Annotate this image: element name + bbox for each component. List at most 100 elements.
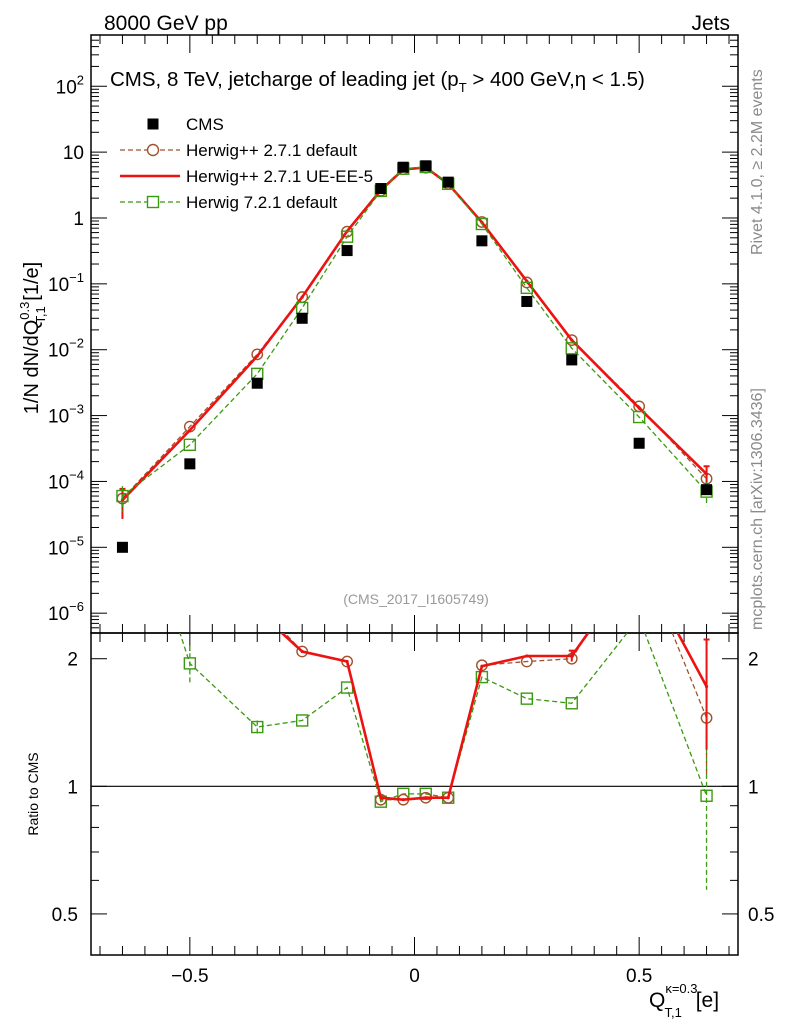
- legend-entry: Herwig 7.2.1 default: [120, 193, 337, 212]
- header-right: Jets: [691, 12, 730, 35]
- ratio-series-none-group: [121, 481, 710, 802]
- main-point-ueee5: [637, 406, 641, 410]
- ratio-point-ueee5: [345, 659, 349, 664]
- main-y-tick-label: 1: [73, 209, 84, 230]
- legend-label: Herwig 7.2.1 default: [186, 193, 337, 212]
- cms-data-point: [375, 183, 387, 195]
- cms-data-point: [442, 176, 454, 188]
- main-point-ueee5: [300, 295, 304, 299]
- ratio-point-herwig7: [700, 789, 713, 802]
- main-point-herwig7: [565, 342, 578, 355]
- main-series-circle-group: [116, 161, 713, 512]
- main-y-tick-label: 10−1: [48, 270, 84, 296]
- legend-entry: CMS: [147, 115, 224, 134]
- ratio-y-tick-label: 2: [67, 650, 78, 671]
- ratio-point-ueee5: [379, 796, 383, 800]
- mcplots-label: mcplots.cern.ch [arXiv:1306.3436]: [749, 388, 766, 630]
- main-point-herwigpp-default: [565, 334, 578, 346]
- ratio-point-ueee5: [188, 565, 191, 568]
- main-axis-ticks: [91, 34, 738, 634]
- cms-data-point: [184, 458, 196, 470]
- main-point-herwig7: [183, 438, 197, 452]
- ratio-point-ueee5: [570, 654, 574, 658]
- ratio-point-ueee5: [401, 798, 405, 802]
- x-axis-label: Qκ=0.3 T,1 [e]: [649, 981, 719, 1020]
- main-y-tick-label: 102: [56, 72, 84, 98]
- main-series-square-group: [116, 160, 713, 512]
- cms-data-point: [116, 541, 128, 553]
- ratio-series-square-group: [117, 451, 713, 890]
- ratio-point-herwig7: [295, 714, 309, 727]
- main-series-line: [122, 166, 708, 497]
- ratio-panel: 0.5 0.5 1 1 2 2 −0.5 0 0.5 Ratio to CMS Qκ=0.3 T…: [25, 451, 775, 1020]
- analysis-watermark: (CMS_2017_I1605749): [343, 591, 489, 607]
- ratio-y-tick-label-right: 0.5: [748, 905, 774, 926]
- ratio-point-herwig7: [475, 670, 489, 684]
- ratio-point-herwig7: [419, 787, 432, 801]
- ratio-point-herwig7: [520, 692, 534, 705]
- rivet-label: Rivet 4.1.0, ≥ 2.2M events: [749, 69, 766, 255]
- ratio-point-herwigpp-default: [252, 598, 262, 608]
- cms-data-point: [420, 160, 432, 172]
- legend-circle-marker: [146, 143, 160, 157]
- ratio-point-ueee5: [121, 481, 124, 484]
- ratio-series-line: [179, 633, 708, 803]
- ratio-point-herwig7: [565, 697, 578, 710]
- cms-data-point: [633, 437, 645, 449]
- main-panel: 10−6 10−5 10−4 10−3 10−2 10−1 1 10 102 CMS, 8 Te…: [17, 34, 739, 634]
- main-y-tick-label: 10−3: [48, 402, 84, 428]
- main-point-ueee5: [570, 338, 574, 342]
- main-y-tick-label: 10: [63, 143, 84, 164]
- ratio-point-ueee5: [638, 559, 641, 562]
- main-y-tick-label: 10−4: [48, 467, 84, 493]
- legend-label: Herwig++ 2.7.1 default: [186, 141, 357, 160]
- x-tick-labels: −0.5 0 0.5: [171, 966, 652, 987]
- ratio-y-tick-label: 0.5: [52, 905, 78, 926]
- ratio-series-layer: [117, 451, 713, 890]
- ratio-y-tick-label-right: 2: [748, 650, 759, 671]
- ratio-frame: [90, 632, 739, 956]
- ratio-y-axis-label: Ratio to CMS: [25, 752, 41, 835]
- main-series-line: [121, 166, 708, 502]
- legend: CMS Herwig++ 2.7.1 default Herwig++ 2.7.1 …: [120, 115, 373, 212]
- main-y-axis-label: 1/N dN/dQ0.3T,1 [1/e]: [17, 262, 48, 414]
- main-point-herwig7: [632, 410, 646, 424]
- ratio-point-herwigpp-default: [185, 540, 195, 550]
- main-point-herwig7: [475, 217, 489, 231]
- main-y-tick-label: 10−6: [48, 599, 84, 625]
- ratio-series-line: [279, 633, 708, 801]
- main-point-ueee5: [704, 472, 709, 476]
- cms-data-point: [251, 377, 263, 389]
- ratio-point-ueee5: [480, 664, 484, 668]
- main-y-tick-label: 10−2: [48, 336, 84, 362]
- ratio-point-herwig7: [251, 720, 264, 734]
- cms-data-point: [296, 312, 308, 324]
- ratio-point-ueee5: [256, 609, 259, 612]
- main-y-tick-labels: 10−6 10−5 10−4 10−3 10−2 10−1 1 10 102: [48, 72, 84, 625]
- cms-points-group: [116, 160, 713, 553]
- cms-data-point: [476, 235, 488, 247]
- main-point-herwig7: [520, 281, 534, 295]
- cms-data-point: [397, 161, 409, 173]
- main-series-none-group: [119, 165, 710, 519]
- legend-label: CMS: [186, 115, 224, 134]
- x-tick-label: 0: [409, 966, 420, 987]
- cms-data-point: [341, 245, 353, 257]
- ratio-point-herwigpp-default: [117, 467, 127, 477]
- x-tick-label: −0.5: [171, 966, 209, 987]
- main-point-ueee5: [255, 354, 259, 358]
- cms-data-point: [521, 295, 533, 307]
- ratio-axis-ticks: [91, 633, 738, 956]
- main-series-layer: [116, 160, 713, 553]
- main-series-line: [121, 167, 708, 499]
- ratio-y-tick-label-right: 1: [748, 777, 759, 798]
- main-point-herwig7: [340, 230, 354, 243]
- ratio-point-herwig7: [117, 451, 128, 462]
- ratio-y-tick-labels: 0.5 0.5 1 1 2 2: [52, 650, 775, 926]
- cms-data-point: [701, 484, 713, 496]
- chart-title: CMS, 8 TeV, jetcharge of leading jet (pT…: [110, 68, 645, 95]
- legend-square-marker: [146, 195, 160, 209]
- legend-cms-marker: [147, 118, 159, 130]
- ratio-point-ueee5: [300, 649, 304, 654]
